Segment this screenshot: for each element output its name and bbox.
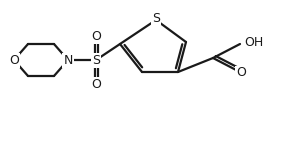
Text: O: O (236, 66, 246, 80)
Text: O: O (91, 78, 101, 90)
Text: N: N (63, 54, 73, 66)
Text: S: S (152, 12, 160, 25)
Text: S: S (92, 54, 100, 66)
Text: O: O (9, 54, 19, 66)
Text: OH: OH (244, 37, 263, 49)
Text: O: O (91, 29, 101, 42)
